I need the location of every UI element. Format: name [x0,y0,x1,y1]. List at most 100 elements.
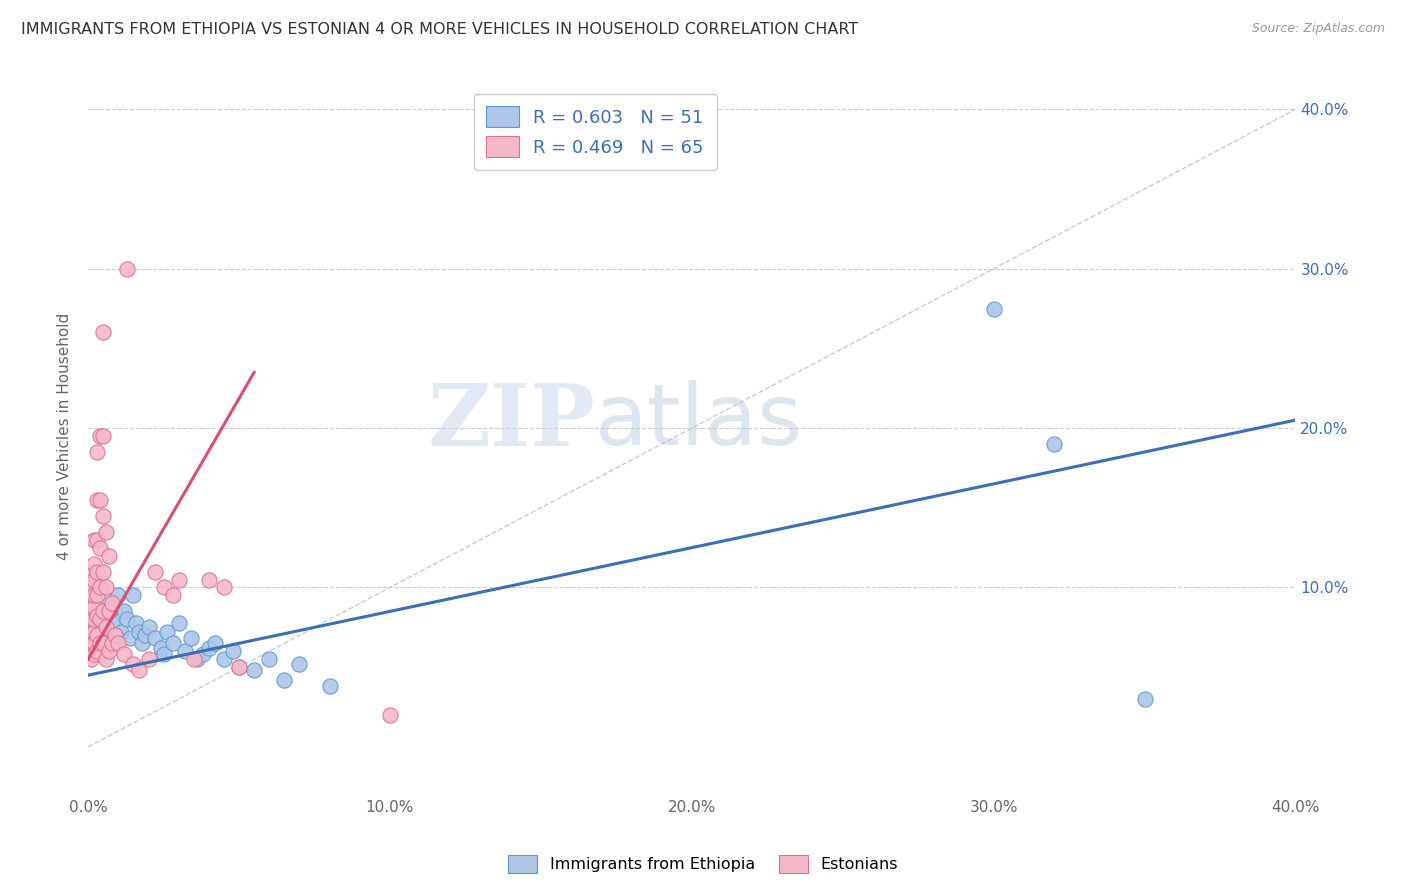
Point [1043,437,1066,451]
Point [83,599,105,614]
Point [80,620,103,634]
Point [80,589,103,603]
Point [204,636,226,650]
Point [83,625,105,640]
Point [86,620,108,634]
Point [96,620,118,634]
Point [122,589,145,603]
Point [198,573,221,587]
Point [83,636,105,650]
Point [91,612,114,626]
Point [91,604,114,618]
Point [89,648,111,662]
Point [173,644,195,658]
Point [104,628,127,642]
Point [83,589,105,603]
Point [91,632,114,646]
Point [152,581,174,595]
Point [167,573,190,587]
Point [89,429,111,443]
Point [112,648,135,662]
Point [96,620,118,634]
Point [83,632,105,646]
Point [86,565,108,579]
Point [104,599,127,614]
Point [80,604,103,618]
Point [318,679,340,693]
Point [228,660,250,674]
Point [228,660,250,674]
Point [83,648,105,662]
Point [128,664,150,678]
Point [117,261,139,276]
Point [983,301,1005,316]
Text: Source: ZipAtlas.com: Source: ZipAtlas.com [1251,22,1385,36]
Point [112,604,135,618]
Point [128,625,150,640]
Point [80,581,103,595]
Point [180,632,202,646]
Point [89,612,111,626]
Point [162,589,184,603]
Point [80,612,103,626]
Point [86,628,108,642]
Point [288,657,311,671]
Point [257,652,280,666]
Point [186,652,208,666]
Point [117,612,139,626]
Point [134,628,156,642]
Point [120,632,142,646]
Point [86,533,108,547]
Point [222,644,245,658]
Point [162,636,184,650]
Point [86,589,108,603]
Point [98,549,121,563]
Point [273,673,295,687]
Point [143,565,166,579]
Point [80,565,103,579]
Point [212,652,235,666]
Point [80,636,103,650]
Point [98,604,121,618]
Point [83,573,105,587]
Point [86,636,108,650]
Point [183,652,205,666]
Point [96,641,118,656]
Point [96,581,118,595]
Point [138,652,160,666]
Legend: R = 0.603   N = 51, R = 0.469   N = 65: R = 0.603 N = 51, R = 0.469 N = 65 [474,94,717,169]
Point [191,648,214,662]
Point [96,652,118,666]
Point [98,644,121,658]
Point [110,625,132,640]
Y-axis label: 4 or more Vehicles in Household: 4 or more Vehicles in Household [58,312,72,559]
Text: atlas: atlas [595,380,803,463]
Point [131,636,153,650]
Point [86,492,108,507]
Point [86,609,108,624]
Point [107,589,129,603]
Point [80,652,103,666]
Point [198,641,221,656]
Text: ZIP: ZIP [427,380,595,464]
Point [212,581,235,595]
Point [156,625,179,640]
Point [378,708,401,723]
Point [89,636,111,650]
Point [83,557,105,571]
Point [107,636,129,650]
Point [101,596,124,610]
Point [86,445,108,459]
Point [125,615,148,630]
Point [243,664,266,678]
Point [98,604,121,618]
Point [152,648,174,662]
Point [167,615,190,630]
Point [80,625,103,640]
Point [149,641,172,656]
Point [143,632,166,646]
Point [138,620,160,634]
Point [80,628,103,642]
Point [83,641,105,656]
Point [80,596,103,610]
